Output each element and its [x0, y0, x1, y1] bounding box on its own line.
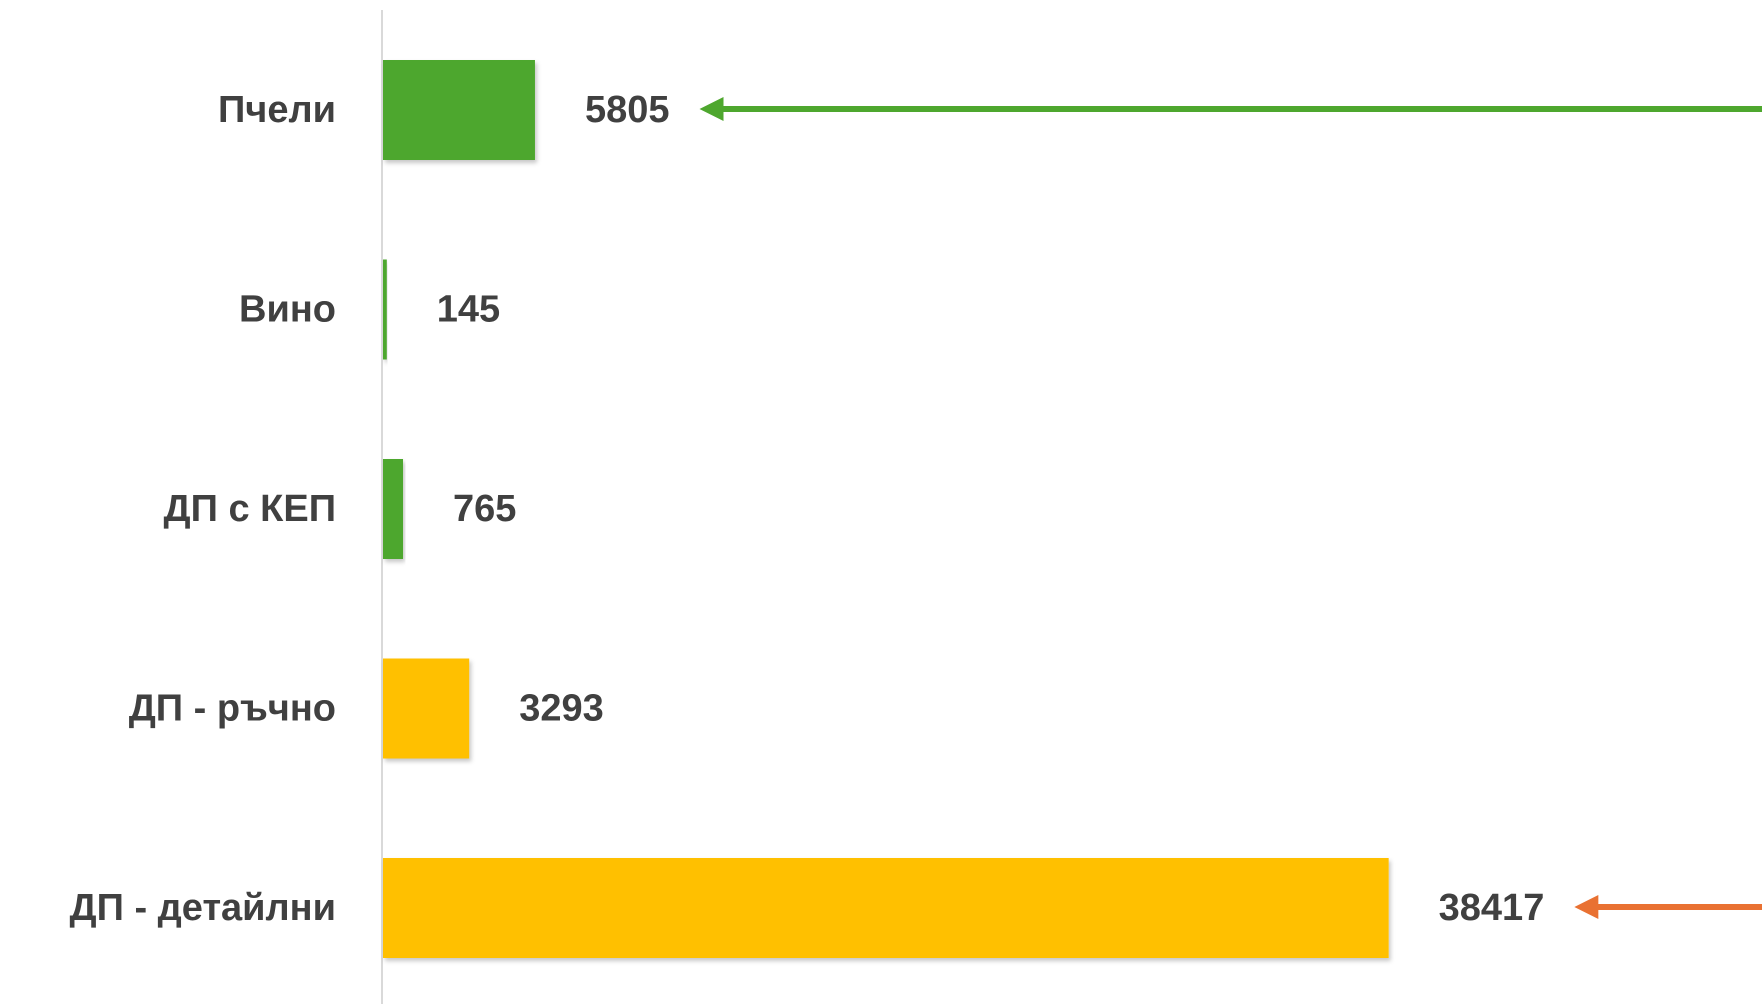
data-label: 5805: [585, 89, 670, 131]
bar-1: [383, 60, 535, 160]
category-label: ДП - ръчно: [129, 688, 336, 730]
annotation-arrows-group: [699, 97, 1762, 919]
bar-3: [383, 459, 404, 559]
data-label: 145: [437, 289, 500, 331]
category-labels-group: Пчели Вино ДП с КЕП ДП - ръчно ДП - детайлни: [70, 89, 336, 929]
bar-2: [383, 259, 387, 360]
annotation-arrow: [1574, 895, 1762, 919]
data-label: 38417: [1439, 887, 1545, 929]
annotation-arrow: [699, 97, 1762, 121]
bars-group: [383, 60, 1389, 958]
arrow-head: [1574, 895, 1599, 919]
data-label: 765: [453, 488, 516, 530]
data-labels-group: 5805 145 765 3293 38417: [437, 89, 1545, 929]
bar-4: [383, 658, 470, 759]
data-label: 3293: [519, 688, 604, 730]
category-label: ДП - детайлни: [70, 887, 336, 929]
arrow-head: [699, 97, 724, 121]
bar-5: [383, 858, 1389, 958]
category-label: Пчели: [218, 89, 336, 131]
category-label: Вино: [239, 289, 336, 331]
category-label: ДП с КЕП: [164, 488, 336, 530]
